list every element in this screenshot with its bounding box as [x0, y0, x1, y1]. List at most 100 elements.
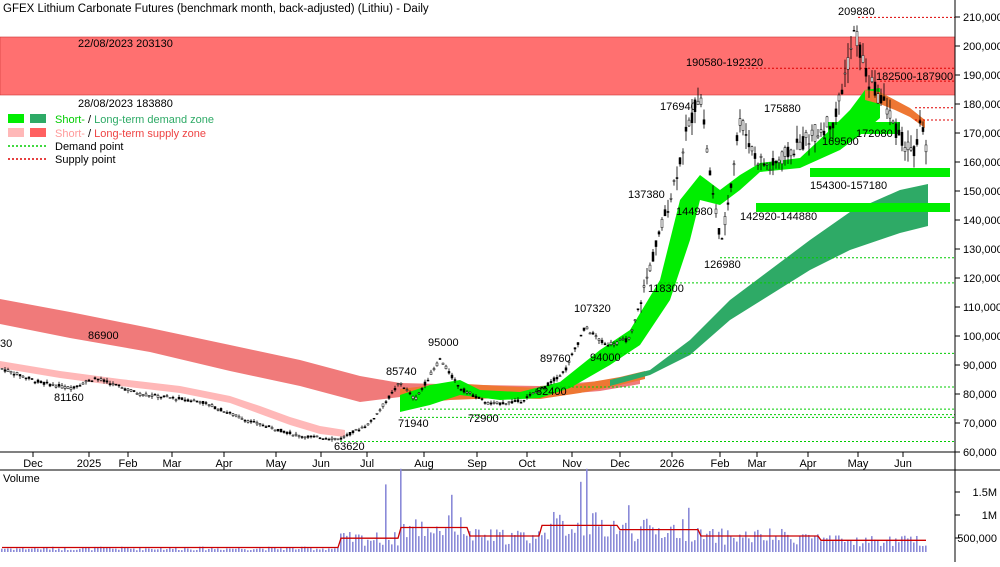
volume-bar [148, 548, 150, 552]
candle-body [786, 146, 790, 158]
candle-body [525, 396, 529, 398]
volume-bar [649, 525, 651, 552]
candle-body [648, 264, 652, 272]
demand-zone-142920-144880 [756, 203, 950, 212]
candle-body [456, 384, 460, 387]
price-annotation: 107320 [574, 303, 611, 315]
candle-body [564, 367, 568, 371]
candle-body [705, 148, 709, 153]
volume-bar [877, 540, 879, 552]
candle-body [591, 332, 595, 335]
candle-body [489, 402, 493, 405]
candle-body [672, 180, 676, 182]
volume-bar [160, 548, 162, 552]
volume-bar [448, 515, 450, 552]
candle-body [48, 383, 52, 387]
volume-bar [142, 550, 144, 552]
volume-bar [52, 546, 54, 552]
volume-bar [211, 547, 213, 552]
candle-body [357, 429, 361, 432]
legend-demand-point-text: Demand point [55, 141, 124, 153]
volume-bar [340, 533, 342, 552]
candle-body [174, 399, 178, 401]
volume-bar [763, 540, 765, 552]
zone-label-top: 22/08/2023 203130 [78, 38, 173, 50]
volume-bar [196, 549, 198, 552]
candle-body [864, 68, 868, 77]
candle-body [441, 362, 445, 365]
volume-bar [229, 548, 231, 552]
candle-body [678, 157, 682, 165]
volume-bar [64, 547, 66, 552]
candle-body [375, 412, 379, 415]
volume-bar [595, 512, 597, 552]
volume-bar [127, 548, 129, 552]
candle-body [231, 413, 235, 416]
candle-body [825, 116, 829, 128]
volume-bar [910, 536, 912, 552]
volume-bar [886, 539, 888, 552]
volume-bar [223, 549, 225, 552]
price-annotation: 118300 [648, 283, 684, 295]
candle-body [141, 394, 145, 396]
volume-bar [415, 519, 417, 552]
volume-bar [241, 548, 243, 552]
volume-bar [346, 535, 348, 552]
candle-body [543, 386, 547, 389]
candle-body [762, 163, 766, 166]
volume-bar [802, 534, 804, 552]
volume-bar [727, 530, 729, 552]
volume-bar [556, 518, 558, 552]
volume-bar [580, 481, 582, 552]
price-annotation: 82400 [536, 386, 567, 398]
candle-body [912, 146, 916, 157]
volume-bar [352, 541, 354, 552]
volume-bar [421, 521, 423, 552]
candle-body [576, 342, 580, 345]
candle-body [549, 381, 553, 384]
candle-body [315, 435, 319, 438]
candle-body [18, 374, 22, 377]
candle-body [597, 338, 601, 341]
volume-bar [517, 530, 519, 552]
volume-bar [769, 528, 771, 552]
candle-body [765, 163, 769, 166]
volume-bar [826, 538, 828, 552]
volume-bar [760, 534, 762, 552]
price-candles [0, 25, 928, 442]
candle-body [279, 428, 283, 433]
candle-body [744, 134, 748, 136]
volume-bar [808, 534, 810, 552]
legend: Short- / Long-term demand zone Short- / … [8, 114, 214, 166]
volume-bar [121, 546, 123, 552]
candle-body [378, 409, 382, 412]
volume-bar [496, 529, 498, 552]
volume-bar [571, 529, 573, 552]
candle-body [369, 420, 373, 422]
volume-bar [115, 548, 117, 552]
candle-body [642, 285, 646, 288]
price-annotation: 142920-144880 [740, 211, 817, 223]
candle-body [9, 370, 13, 374]
volume-bar [736, 541, 738, 552]
candle-body [225, 412, 229, 414]
volume-bar [313, 550, 315, 552]
candle-body [387, 395, 391, 399]
volume-bar [664, 537, 666, 552]
legend-supply-point-text: Supply point [55, 154, 116, 166]
candle-body [396, 383, 400, 385]
volume-bar [472, 540, 474, 552]
volume-bar [721, 528, 723, 552]
candle-body [21, 375, 25, 378]
y-tick-label: 120,000 [963, 273, 1000, 285]
volume-bar [880, 545, 882, 552]
candle-body [474, 395, 478, 399]
volume-bar [259, 548, 261, 552]
candle-body [666, 211, 670, 213]
candle-body [729, 183, 733, 188]
volume-bar [469, 531, 471, 552]
volume-bar [55, 550, 57, 552]
volume-bar [16, 548, 18, 552]
candle-body [915, 139, 919, 145]
candle-body [921, 127, 925, 132]
